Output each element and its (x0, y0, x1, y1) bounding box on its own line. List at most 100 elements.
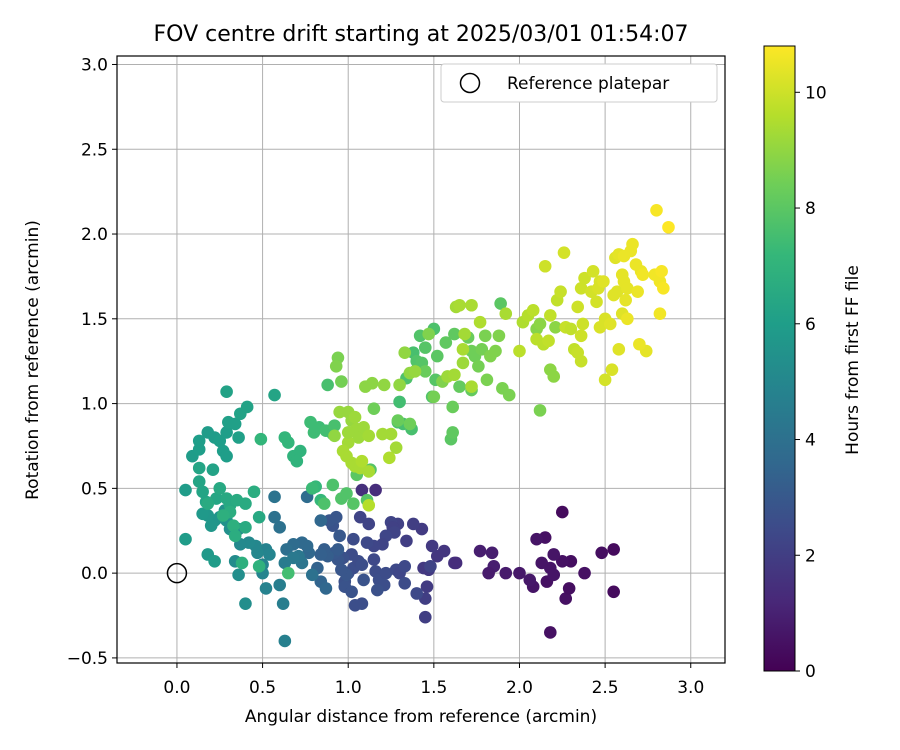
scatter-point (555, 505, 569, 519)
scatter-point (278, 431, 292, 444)
scatter-point (410, 587, 424, 600)
scatter-point (408, 365, 422, 378)
scatter-point (480, 373, 494, 387)
x-tick-label: 0.5 (249, 678, 276, 698)
y-tick-label: 0.5 (81, 479, 108, 499)
y-tick-label: 1.5 (81, 310, 108, 330)
scatter-point (489, 344, 502, 358)
scatter-point (456, 356, 470, 370)
scatter-point (544, 309, 557, 322)
scatter-point (179, 483, 192, 497)
legend: Reference platepar (440, 63, 718, 103)
scatter-point (347, 497, 360, 510)
scatter-point (213, 482, 227, 495)
scatter-point (228, 417, 242, 431)
scatter-points (179, 203, 675, 648)
scatter-point (384, 427, 398, 441)
y-tick-label: 0.0 (81, 564, 108, 584)
scatter-point (276, 597, 290, 610)
scatter-point (655, 265, 668, 278)
scatter-point (557, 246, 571, 259)
scatter-point (465, 380, 478, 393)
scatter-point (456, 343, 470, 356)
y-tick-label: 3.0 (81, 55, 108, 75)
scatter-point (574, 329, 588, 343)
colorbar-label: Hours from first FF file (843, 265, 863, 455)
scatter-point (448, 368, 461, 382)
grid (117, 56, 725, 663)
scatter-point (449, 556, 463, 570)
scatter-point (268, 490, 281, 504)
scatter-point (607, 543, 620, 556)
scatter-point (398, 346, 412, 360)
y-tick-label: 2.0 (81, 225, 108, 245)
scatter-point (348, 599, 362, 612)
scatter-point (192, 434, 206, 448)
scatter-point (213, 434, 227, 448)
scatter-point (653, 307, 667, 321)
colorbar: 0 2 4 6 8 10 Hours from first FF file (763, 45, 863, 682)
scatter-point (254, 432, 268, 446)
scatter-point (564, 322, 578, 336)
scatter-point (542, 334, 555, 348)
x-tick-label: 3.0 (677, 678, 704, 698)
scatter-point (578, 271, 591, 285)
scatter-point (216, 509, 230, 522)
scatter-point (278, 634, 292, 648)
scatter-point (357, 573, 370, 587)
scatter-point (406, 517, 420, 531)
scatter-point (367, 402, 381, 415)
scatter-point (576, 317, 590, 331)
scatter-point (478, 329, 492, 343)
scatter-point (280, 543, 293, 556)
scatter-point (605, 363, 619, 376)
scatter-point (446, 400, 459, 414)
x-tick-label: 0.0 (163, 678, 190, 698)
scatter-point (355, 454, 369, 468)
scatter-point (559, 592, 573, 605)
scatter-point (398, 560, 412, 573)
scatter-point (335, 375, 348, 388)
scatter-point (475, 343, 489, 356)
scatter-point (430, 549, 444, 563)
scatter-point (544, 626, 557, 639)
scatter-point (633, 337, 646, 351)
scatter-point (362, 499, 376, 512)
colorbar-tick-label: 10 (805, 83, 827, 103)
scatter-point (554, 285, 567, 298)
scatter-point (371, 583, 384, 597)
scatter-point (355, 483, 369, 497)
scatter-point (621, 281, 634, 295)
scatter-point (547, 370, 561, 383)
legend-reference-marker (459, 72, 481, 94)
scatter-point (317, 497, 331, 510)
scatter-point (331, 543, 345, 556)
scatter-point (278, 556, 292, 570)
scatter-point (201, 497, 215, 510)
scatter-point (400, 534, 413, 548)
scatter-point (547, 548, 561, 561)
scatter-point (228, 529, 242, 543)
scatter-point (499, 566, 513, 580)
scatter-point (571, 300, 585, 314)
scatter-point (422, 327, 436, 341)
scatter-point (341, 426, 355, 439)
scatter-point (227, 519, 240, 532)
scatter-point (263, 548, 276, 561)
scatter-point (533, 404, 547, 417)
scatter-point (377, 378, 391, 392)
scatter-point (220, 426, 233, 439)
scatter-point (329, 510, 343, 524)
scatter-point (305, 482, 319, 495)
scatter-point (252, 560, 266, 573)
scatter-point (290, 454, 304, 468)
scatter-point (603, 317, 617, 331)
scatter-point (314, 548, 328, 561)
plot-frame (116, 55, 726, 664)
scatter-point (473, 315, 487, 329)
scatter-point (427, 390, 441, 404)
scatter-point (626, 237, 639, 251)
scatter-point (590, 295, 603, 309)
